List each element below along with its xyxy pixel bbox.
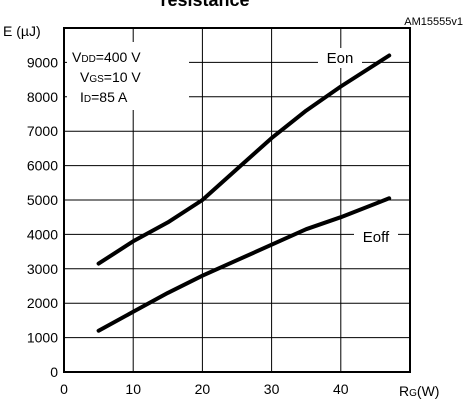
series-labels: Eon Eoff — [318, 48, 398, 247]
y-tick-label: 8000 — [27, 89, 58, 105]
test-conditions: VDD=400 V VGS=10 V ID=85 A — [67, 42, 189, 110]
y-tick-label: 1000 — [27, 330, 58, 346]
x-tick-labels: 0 10 20 30 40 — [60, 381, 349, 397]
grid-lines — [64, 28, 410, 372]
x-axis-label: RG(W) — [399, 383, 439, 399]
series-label-background — [318, 48, 362, 68]
series-line-eon — [96, 53, 392, 266]
x-tick-label: 30 — [264, 381, 280, 397]
figure-code: AM15555v1 — [404, 16, 463, 28]
y-tick-label: 5000 — [27, 192, 58, 208]
y-tick-label: 3000 — [27, 261, 58, 277]
conditions-background — [67, 42, 189, 110]
series-line-eoff — [96, 196, 392, 333]
x-tick-label: 10 — [125, 381, 141, 397]
y-tick-label: 2000 — [27, 295, 58, 311]
y-tick-label: 7000 — [27, 123, 58, 139]
x-tick-label: 0 — [60, 381, 68, 397]
condition-line: ID=85 A — [80, 89, 128, 105]
series-label-eon: Eon — [327, 50, 354, 67]
y-tick-label: 9000 — [27, 54, 58, 70]
series-label-eoff: Eoff — [363, 229, 390, 246]
condition-line: VGS=10 V — [80, 69, 141, 85]
y-axis-label: E (µJ) — [3, 23, 41, 39]
plot-frame — [63, 27, 411, 373]
chart-title: resistance — [160, 0, 249, 10]
condition-line: VDD=400 V — [72, 49, 141, 65]
y-tick-label: 6000 — [27, 158, 58, 174]
series-lines — [96, 53, 392, 333]
y-tick-labels: 0 1000 2000 3000 4000 5000 6000 7000 8000 9000 — [27, 54, 58, 380]
x-tick-label: 20 — [195, 381, 211, 397]
y-tick-label: 4000 — [27, 226, 58, 242]
series-label-background — [354, 227, 398, 247]
y-tick-label: 0 — [50, 364, 58, 380]
x-tick-label: 40 — [333, 381, 349, 397]
